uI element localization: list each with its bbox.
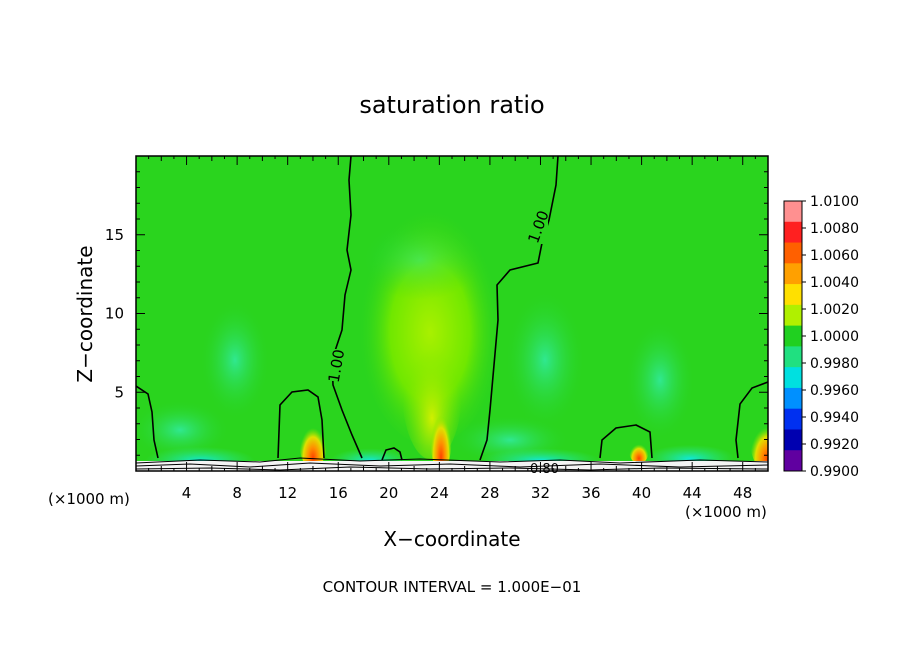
plot-area: [136, 156, 768, 471]
x-tick-label: 40: [632, 484, 651, 502]
colorbar-label: 1.0080: [810, 221, 859, 237]
y-tick-label: 10: [105, 305, 124, 323]
field-hot-2: [430, 390, 452, 471]
field-hot-3: [629, 436, 649, 464]
colorbar-swatch: [784, 201, 802, 223]
colorbar-label: 1.0020: [810, 302, 859, 318]
contour-label-left: 1.00: [325, 348, 349, 384]
x-tick-label: 4: [182, 484, 192, 502]
chart-title: saturation ratio: [359, 91, 544, 119]
colorbar-swatch: [784, 450, 802, 472]
colorbar-label: 0.9900: [810, 464, 859, 480]
colorbar-swatch: [784, 284, 802, 306]
y-tick-label: 15: [105, 226, 124, 244]
colorbar: 1.0100 1.0080 1.0060 1.0040 1.0020 1.0000 0.99…: [783, 194, 859, 480]
field-hot-1: [299, 410, 327, 470]
colorbar-label: 1.0100: [810, 194, 859, 210]
colorbar-label: 1.0040: [810, 275, 859, 291]
surface-contours: [136, 457, 768, 471]
contour-interval-note: CONTOUR INTERVAL = 1.000E−01: [323, 578, 582, 596]
x-tick-label: 32: [531, 484, 550, 502]
colorbar-swatch: [784, 221, 802, 244]
y-tick-label: 5: [114, 383, 124, 401]
colorbar-label: 0.9920: [810, 437, 859, 453]
x-axis-title: X−coordinate: [383, 527, 520, 551]
colorbar-label: 0.9940: [810, 410, 859, 426]
colorbar-swatch: [784, 429, 802, 451]
y-axis-title: Z−coordinate: [73, 245, 97, 382]
axis-ticks: [136, 156, 768, 471]
colorbar-swatch: [784, 346, 802, 368]
colorbar-label: 1.0000: [810, 329, 859, 345]
contour-right: [479, 156, 559, 461]
colorbar-swatch: [784, 325, 802, 347]
contour-bump-2: [599, 424, 653, 459]
field-hot-4: [750, 408, 768, 471]
colorbar-swatch: [784, 263, 802, 285]
contour-lines: [136, 156, 768, 461]
x-tick-label: 44: [683, 484, 702, 502]
x-tick-label: 12: [278, 484, 297, 502]
field-cool-2: [505, 290, 585, 430]
x-tick-label: 20: [379, 484, 398, 502]
x-tick-label: 24: [430, 484, 449, 502]
colorbar-swatch: [784, 408, 802, 430]
x-tick-label: 8: [232, 484, 242, 502]
x-tick-label: 36: [581, 484, 600, 502]
colorbar-label: 0.9980: [810, 356, 859, 372]
x-unit-right: (×1000 m): [685, 503, 767, 521]
contour-bump-1: [277, 389, 325, 459]
contour-edge-right: [735, 381, 768, 459]
colorbar-swatch: [784, 367, 802, 389]
contour-left: [331, 156, 363, 459]
field-surface: [136, 461, 768, 471]
colorbar-swatch: [784, 242, 802, 264]
x-tick-label: 28: [480, 484, 499, 502]
field-cool-4: [360, 220, 480, 300]
colorbar-label: 1.0060: [810, 248, 859, 264]
contour-edge-left: [136, 385, 159, 459]
colorbar-swatch: [784, 387, 802, 410]
y-tick-labels: 5 10 15: [105, 226, 124, 402]
colorbar-swatch: [784, 304, 802, 327]
x-unit-left: (×1000 m): [48, 490, 130, 508]
field-cool-3: [625, 320, 695, 440]
colorbar-label: 0.9960: [810, 383, 859, 399]
contour-small: [381, 447, 403, 461]
field-cool-1: [200, 300, 270, 420]
contour-label-bottom: 0.80: [530, 462, 559, 477]
x-tick-labels: 4 8 12 16 20 24 28 32 36 40 44 48: [182, 484, 752, 502]
x-tick-label: 16: [329, 484, 348, 502]
x-tick-label: 48: [733, 484, 752, 502]
